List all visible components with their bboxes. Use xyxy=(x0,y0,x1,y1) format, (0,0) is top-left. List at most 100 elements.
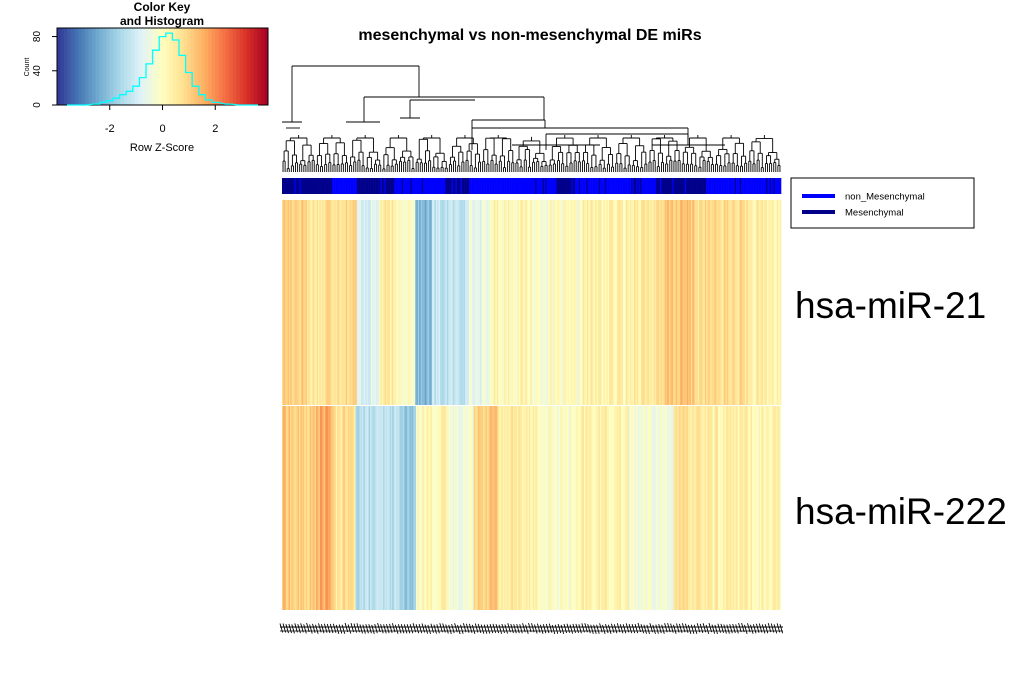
heatmap-cell xyxy=(410,200,413,405)
heatmap-cell xyxy=(559,406,561,610)
heatmap-cell xyxy=(458,200,460,405)
heatmap-cell xyxy=(640,406,643,610)
sample-class-cell xyxy=(648,178,651,194)
sample-class-cell xyxy=(349,178,351,194)
heatmap-cell xyxy=(631,200,633,405)
heatmap-cell xyxy=(725,200,728,405)
color-key-strip xyxy=(109,28,114,105)
heatmap-cell xyxy=(731,406,733,610)
sample-class-cell xyxy=(542,178,545,194)
sample-class-cell xyxy=(586,178,588,194)
heatmap-cell xyxy=(329,406,331,610)
heatmap-cell xyxy=(373,200,376,405)
color-key-strip xyxy=(211,28,216,105)
sample-class-cell xyxy=(328,178,330,194)
heatmap-cell xyxy=(774,406,777,610)
heatmap-cell xyxy=(775,406,778,610)
sample-class-cell xyxy=(308,178,310,194)
column-label-mark xyxy=(397,624,402,634)
color-key-title-line1: Color Key xyxy=(134,0,191,14)
heatmap-cell xyxy=(715,406,717,610)
sample-class-cell xyxy=(562,178,565,194)
heatmap-cell xyxy=(446,200,449,405)
heatmap-cell xyxy=(478,200,481,405)
heatmap-cell xyxy=(708,406,711,610)
heatmap-cell xyxy=(776,200,779,405)
heatmap-cell xyxy=(524,406,527,610)
sample-class-cell xyxy=(495,178,497,194)
heatmap-cell xyxy=(757,406,759,610)
heatmap-cell xyxy=(523,406,526,610)
column-label-mark xyxy=(634,623,639,634)
heatmap-cell xyxy=(484,406,486,610)
column-label-mark xyxy=(374,623,378,634)
heatmap-cell xyxy=(482,406,485,610)
heatmap-cell xyxy=(442,200,445,405)
heatmap-cell xyxy=(517,406,519,610)
heatmap-cell xyxy=(681,200,683,405)
heatmap-cell xyxy=(406,200,409,405)
sample-class-cell xyxy=(688,178,691,194)
sample-class-cell xyxy=(615,178,617,194)
sample-class-cell xyxy=(378,178,380,194)
sample-class-cell xyxy=(405,178,408,194)
heatmap-cell xyxy=(402,200,405,405)
heatmap-cell xyxy=(282,406,284,610)
sample-class-cell xyxy=(476,178,479,194)
heatmap-cell xyxy=(531,200,534,405)
sample-class-cell xyxy=(471,178,474,194)
sample-class-cell xyxy=(694,178,697,194)
sample-class-cell xyxy=(575,178,577,194)
heatmap-cell xyxy=(688,200,690,405)
heatmap-cell xyxy=(652,200,654,405)
heatmap-cell xyxy=(563,406,565,610)
heatmap-cell xyxy=(724,200,726,405)
sample-class-cell xyxy=(568,178,571,194)
heatmap-cell xyxy=(318,200,320,405)
heatmap-cell xyxy=(616,406,619,610)
column-label-mark xyxy=(445,624,449,634)
sample-class-cell xyxy=(630,178,632,194)
heatmap-cell xyxy=(687,406,690,610)
heatmap-cell xyxy=(549,406,552,610)
heatmap-cell xyxy=(656,406,658,610)
sample-class-cell xyxy=(756,178,758,194)
sample-class-cell xyxy=(646,178,648,194)
column-label-mark xyxy=(291,624,295,634)
heatmap-cell xyxy=(615,406,618,610)
heatmap-cell xyxy=(296,406,299,610)
sample-class-cell xyxy=(439,178,441,194)
sample-class-cell xyxy=(537,178,540,194)
heatmap-cell xyxy=(469,200,471,405)
heatmap-cell xyxy=(344,200,347,405)
heatmap-cell xyxy=(713,200,715,405)
column-label-mark xyxy=(489,623,494,634)
heatmap-cell xyxy=(667,200,670,405)
column-label-mark xyxy=(519,624,523,634)
heatmap-cell xyxy=(762,406,765,610)
sample-class-cell xyxy=(706,178,708,194)
heatmap-cell xyxy=(392,406,394,610)
heatmap-cell xyxy=(674,406,677,610)
sample-class-cell xyxy=(741,178,743,194)
sample-class-cell xyxy=(610,178,612,194)
sample-class-cell xyxy=(762,178,764,194)
heatmap-cell xyxy=(542,406,544,610)
heatmap-cell xyxy=(747,200,750,405)
column-label-mark xyxy=(590,624,594,634)
sample-class-cell xyxy=(515,178,517,194)
heatmap-cell xyxy=(288,200,291,405)
heatmap-cell xyxy=(419,406,422,610)
heatmap-cell xyxy=(693,200,696,405)
heatmap-cell xyxy=(736,406,738,610)
heatmap-cell xyxy=(597,406,599,610)
column-label-mark xyxy=(362,624,366,634)
sample-class-cell xyxy=(481,178,484,194)
sample-class-cell xyxy=(504,178,506,194)
column-label-mark xyxy=(572,623,576,634)
heatmap-cell xyxy=(380,200,383,405)
heatmap-cell xyxy=(706,406,708,610)
heatmap-cell xyxy=(379,200,381,405)
sample-class-cell xyxy=(561,178,563,194)
sample-class-cell xyxy=(749,178,752,194)
